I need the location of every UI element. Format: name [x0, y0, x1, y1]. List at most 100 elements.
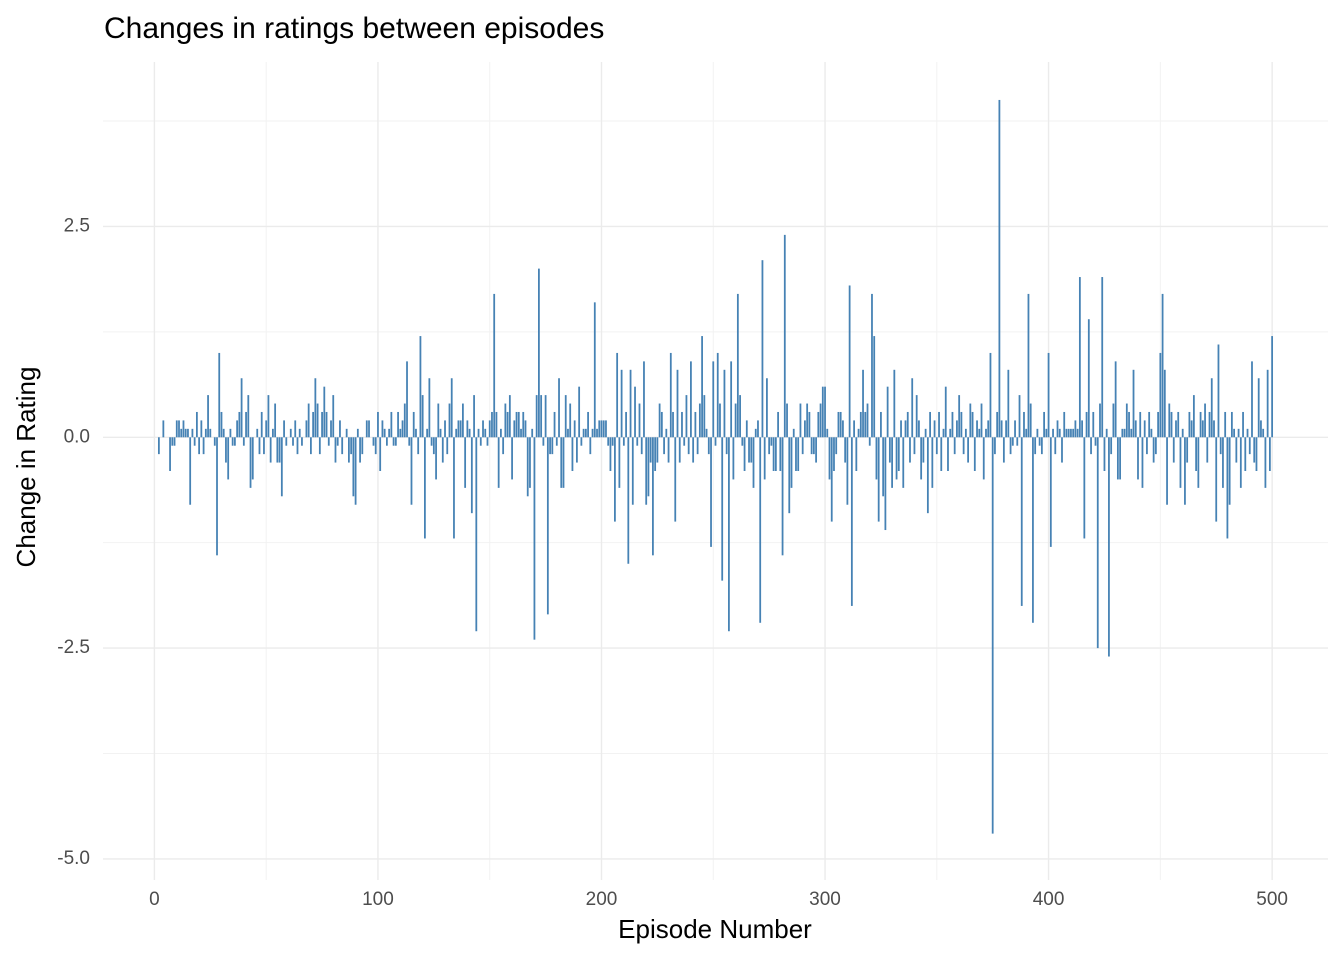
bar — [381, 420, 384, 438]
bar — [629, 369, 632, 438]
bar — [654, 437, 657, 471]
bar — [806, 403, 809, 438]
bar — [652, 437, 654, 556]
bar — [229, 428, 232, 438]
bar — [567, 428, 569, 438]
bar — [1159, 352, 1162, 438]
bar — [444, 420, 446, 438]
bar — [1063, 411, 1066, 438]
bar — [316, 403, 319, 438]
bar — [258, 437, 261, 455]
bar — [1213, 420, 1215, 438]
bar — [533, 437, 536, 640]
bar — [736, 293, 739, 438]
bar — [1076, 428, 1079, 438]
bar — [321, 411, 323, 438]
bar — [766, 378, 768, 438]
bar — [1014, 420, 1016, 438]
bar — [1018, 395, 1021, 438]
bar — [551, 437, 554, 455]
bar — [1260, 420, 1262, 438]
bar — [207, 395, 209, 438]
bar — [1027, 293, 1030, 438]
bar — [904, 420, 907, 438]
bar — [768, 437, 771, 455]
bar — [871, 293, 873, 438]
bar — [157, 437, 160, 455]
bar — [1166, 437, 1168, 505]
bar — [745, 420, 748, 438]
bar — [576, 437, 578, 463]
bar — [453, 437, 455, 539]
bar — [1025, 428, 1028, 438]
bar — [987, 420, 990, 438]
bar — [884, 437, 887, 531]
bar — [922, 437, 925, 463]
bar — [508, 395, 511, 438]
bar — [920, 437, 923, 480]
bar — [1242, 411, 1244, 438]
bar — [795, 437, 797, 471]
bar — [866, 403, 869, 438]
bar — [779, 437, 782, 471]
bar — [669, 352, 672, 438]
x-tick-label: 200 — [586, 889, 618, 910]
bar — [886, 386, 889, 438]
bar — [1255, 437, 1258, 471]
bar — [897, 437, 900, 471]
bar — [821, 386, 824, 438]
bar — [1034, 437, 1037, 455]
bar — [645, 437, 648, 505]
bar — [495, 411, 498, 438]
bar — [1253, 437, 1256, 463]
bar — [394, 437, 397, 446]
bar — [502, 437, 505, 455]
bar — [584, 428, 587, 438]
bar — [238, 411, 241, 438]
bar — [634, 386, 636, 438]
bar — [622, 437, 625, 446]
bar — [640, 437, 643, 455]
bar — [1251, 361, 1253, 438]
bar — [587, 411, 589, 438]
bar — [1170, 411, 1173, 438]
bar — [562, 437, 565, 488]
bar — [607, 437, 610, 446]
bar — [895, 437, 898, 480]
bar — [515, 411, 518, 438]
bar — [1090, 437, 1092, 455]
x-tick-label: 300 — [809, 889, 841, 910]
bar — [397, 411, 399, 438]
bar — [763, 437, 766, 480]
bar — [994, 437, 996, 455]
bar — [1186, 437, 1189, 463]
bar — [918, 420, 920, 438]
bar — [517, 411, 520, 438]
bar — [770, 437, 773, 446]
bar — [1052, 428, 1054, 438]
bar — [388, 428, 391, 438]
bar — [330, 420, 332, 438]
bar — [332, 395, 335, 438]
bar — [283, 420, 285, 438]
bar — [944, 386, 947, 438]
bar — [193, 437, 196, 446]
bar — [1101, 277, 1104, 438]
bar — [1043, 411, 1045, 438]
bar — [614, 437, 616, 522]
x-tick-label: 100 — [362, 889, 394, 910]
bar — [569, 403, 572, 438]
bar — [627, 437, 630, 564]
bar — [459, 420, 462, 438]
bar — [1215, 437, 1218, 522]
bar — [1206, 437, 1209, 463]
bar — [1045, 428, 1048, 438]
bar — [1108, 437, 1110, 657]
bar — [323, 386, 326, 438]
bar — [748, 437, 750, 463]
bar — [1199, 411, 1202, 438]
bar — [1094, 437, 1097, 446]
bar — [1058, 428, 1061, 438]
grid — [103, 62, 1328, 880]
